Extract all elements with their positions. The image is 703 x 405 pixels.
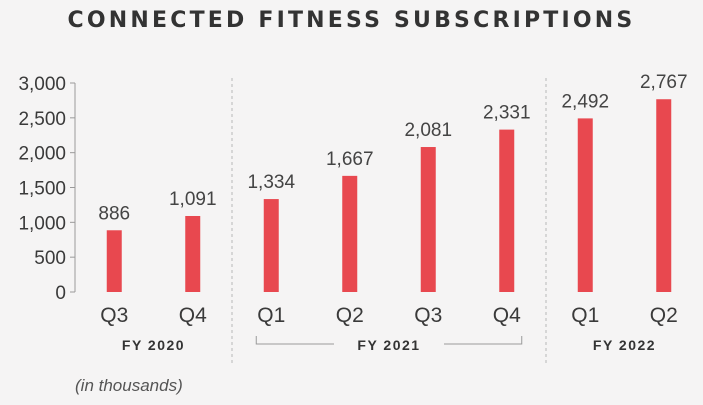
bar [263,199,279,292]
bar [106,230,122,292]
group-label: FY 2022 [593,337,656,353]
x-tick-label: Q3 [414,304,442,327]
group-dividers [231,78,547,366]
x-tick-label: Q1 [571,304,599,327]
x-tick-label: Q2 [336,304,364,327]
x-tick-label: Q4 [493,304,521,327]
data-label: 2,081 [404,120,452,141]
data-label: 886 [98,203,130,224]
data-label: 2,492 [561,91,609,112]
x-tick-label: Q3 [100,304,128,327]
data-label: 1,334 [247,172,295,193]
x-axis-ticks: Q3 Q4 Q1 Q2 Q3 Q4 Q1 Q2 [100,304,678,327]
group-bracket [255,336,334,345]
data-label: 2,767 [640,72,688,93]
bars [106,99,672,293]
y-tick-label: 2,000 [18,144,66,165]
x-tick-label: Q4 [179,304,207,327]
bar [656,99,672,292]
y-tick-label: 3,000 [18,74,66,95]
bar [499,129,515,292]
y-tick-label: 1,000 [18,213,66,234]
bar [342,175,358,292]
chart-title: CONNECTED FITNESS SUBSCRIPTIONS [68,8,636,33]
bar [577,118,593,293]
y-tick-label: 1,500 [18,179,66,200]
fiscal-year-labels: FY 2020 FY 2021 FY 2022 [122,336,656,353]
bar [420,147,436,292]
group-label: FY 2021 [357,337,420,353]
group-label: FY 2020 [122,337,185,353]
y-axis: 0 500 1,000 1,500 2,000 2,500 3,000 [18,74,76,304]
data-label: 2,331 [483,103,531,124]
data-labels: 886 1,091 1,334 1,667 2,081 2,331 2,492 2,767 [98,72,687,224]
x-tick-label: Q1 [257,304,285,327]
group-bracket [444,336,523,345]
bar [185,215,201,292]
y-tick-label: 500 [34,248,66,269]
units-note: (in thousands) [75,376,183,395]
data-label: 1,667 [326,149,374,170]
x-tick-label: Q2 [650,304,678,327]
y-tick-label: 0 [55,283,66,304]
data-label: 1,091 [169,189,217,210]
y-tick-label: 2,500 [18,109,66,130]
